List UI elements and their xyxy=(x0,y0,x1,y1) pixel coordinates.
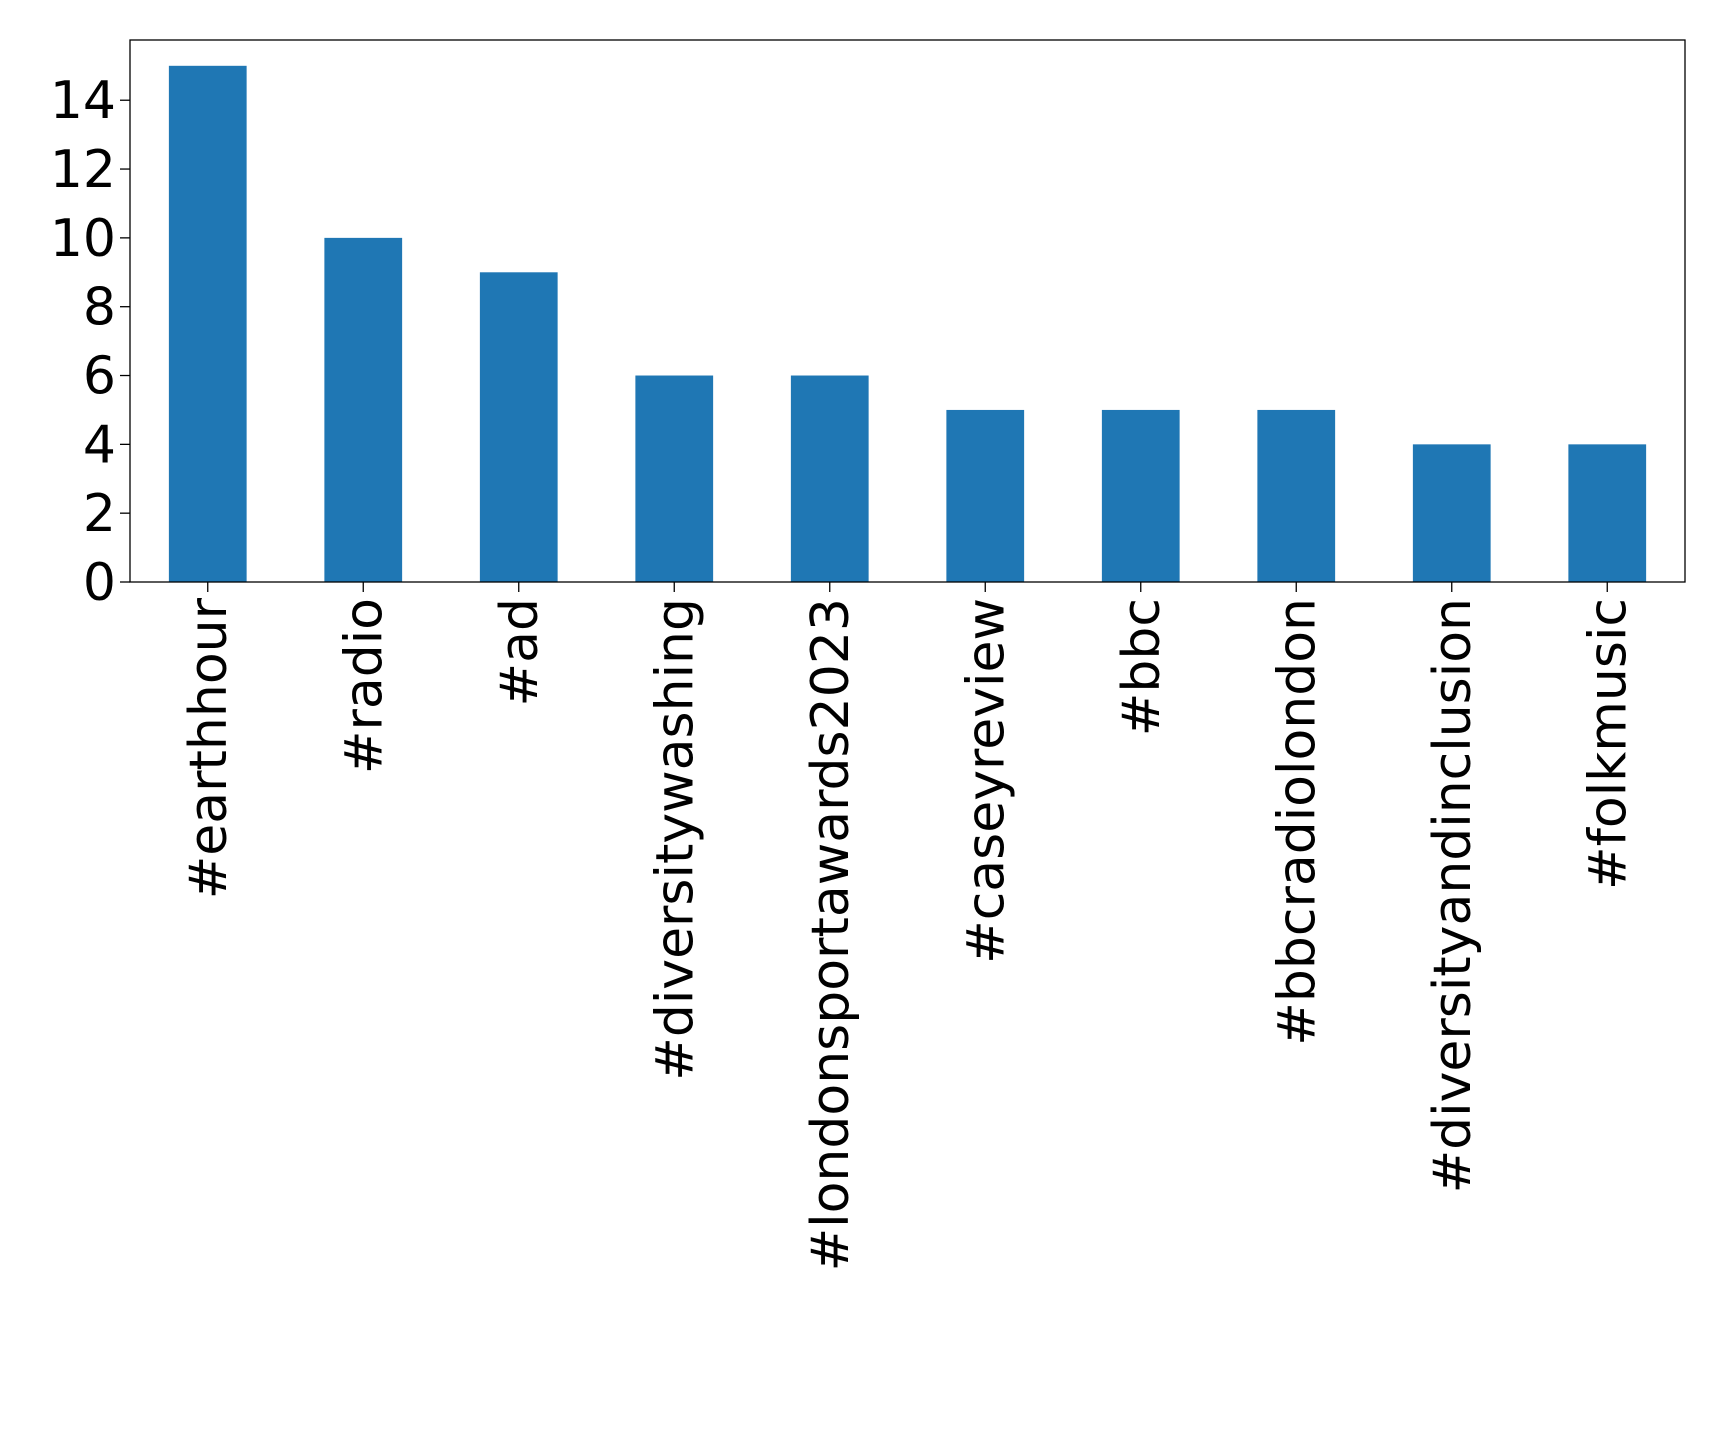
bar-earthhour xyxy=(168,65,247,582)
x-tick-label: #diversityandinclusion xyxy=(1423,598,1483,1193)
y-axis: 0 2 4 6 8 10 12 14 xyxy=(50,71,130,613)
x-tick-label: #folkmusic xyxy=(1578,598,1638,890)
bars-layer xyxy=(168,65,1647,582)
x-axis: #earthhour #radio #ad #diversitywashing #lon… xyxy=(179,582,1638,1271)
y-tick-label: 6 xyxy=(83,347,116,407)
bar-folkmusic xyxy=(1568,444,1647,582)
bar-londonsportawards2023 xyxy=(790,375,869,582)
x-tick-label: #bbcradiolondon xyxy=(1267,598,1327,1046)
x-tick-label: #bbc xyxy=(1112,598,1172,736)
x-tick-label: #londonsportawards2023 xyxy=(801,598,861,1271)
x-tick-label: #earthhour xyxy=(179,597,239,899)
bar-caseyreview xyxy=(946,409,1025,582)
bar-bbc xyxy=(1101,409,1180,582)
y-tick-label: 2 xyxy=(83,484,116,544)
y-tick-label: 4 xyxy=(83,415,116,475)
y-tick-label: 12 xyxy=(50,140,116,200)
x-tick-label: #radio xyxy=(334,598,394,774)
bar-ad xyxy=(479,272,558,582)
bar-bbcradiolondon xyxy=(1257,409,1336,582)
x-tick-label: #diversitywashing xyxy=(645,598,705,1081)
bar-diversitywashing xyxy=(635,375,714,582)
bar-radio xyxy=(324,237,403,582)
plot-frame xyxy=(129,39,1686,583)
y-tick-label: 0 xyxy=(83,553,116,613)
x-tick-label: #caseyreview xyxy=(956,598,1016,964)
y-tick-label: 10 xyxy=(50,209,116,269)
bar-diversityandinclusion xyxy=(1412,444,1491,582)
y-tick-label: 14 xyxy=(50,71,116,131)
x-tick-label: #ad xyxy=(490,598,550,706)
y-tick-label: 8 xyxy=(83,278,116,338)
